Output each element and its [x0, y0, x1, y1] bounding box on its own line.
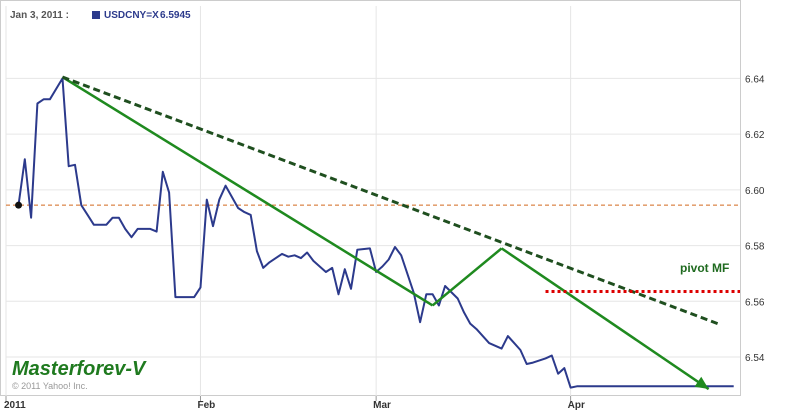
legend-symbol: USDCNY=X: [104, 10, 159, 21]
y-tick-label: 6.64: [745, 74, 765, 85]
brand-watermark: Masterforev-V: [12, 358, 147, 380]
y-axis-ticks: 6.54 6.56 6.58 6.60 6.62 6.64: [745, 74, 765, 364]
y-tick-label: 6.60: [745, 186, 765, 197]
x-tick-label: Feb: [197, 400, 215, 411]
chart-frame: [0, 0, 741, 396]
x-axis-ticks: 2011 Feb Mar Apr: [4, 396, 585, 411]
y-tick-label: 6.56: [745, 297, 765, 308]
trendline-dashed: [61, 75, 722, 327]
series-legend-swatch: [92, 11, 100, 19]
trendline-solid: [61, 75, 434, 307]
trendline-solid: [500, 247, 710, 391]
y-tick-label: 6.54: [745, 353, 765, 364]
series-start-marker: [15, 201, 23, 209]
trendline-arrowhead: [694, 376, 709, 390]
x-tick-label: 2011: [4, 400, 26, 411]
y-tick-label: 6.58: [745, 242, 765, 253]
header-date: Jan 3, 2011 :: [10, 10, 69, 21]
grid-lines: [5, 6, 740, 396]
x-tick-label: Mar: [373, 400, 391, 411]
y-tick-label: 6.62: [745, 130, 765, 141]
copyright-text: © 2011 Yahoo! Inc.: [12, 381, 88, 391]
legend-last-value: 6.5945: [160, 10, 191, 21]
chart-header: Jan 3, 2011 : USDCNY=X 6.5945: [10, 10, 191, 21]
trendline-solid: [431, 247, 503, 307]
trendline-layer: [61, 75, 722, 391]
pivot-label: pivot MF: [680, 261, 729, 275]
x-tick-label: Apr: [568, 400, 585, 411]
